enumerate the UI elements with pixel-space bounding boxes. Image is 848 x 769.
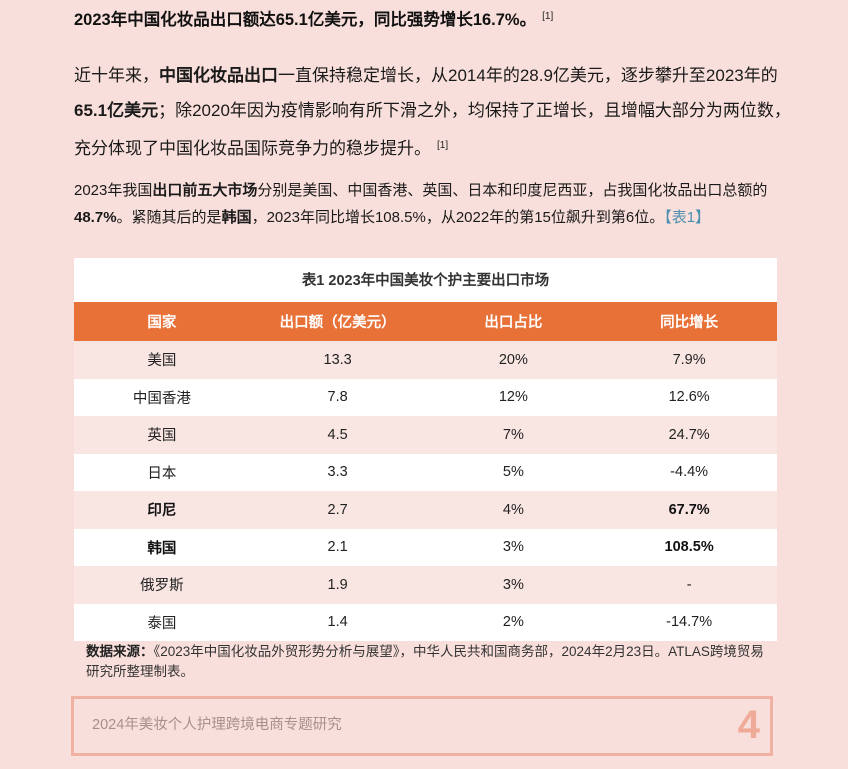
intro-text: 一直保持稳定增长，从2014年的28.9亿美元，逐步攀升至2023年的	[278, 66, 778, 85]
header-growth: 同比增长	[601, 302, 777, 341]
table-row: 泰国 1.4 2% -14.7%	[74, 603, 777, 641]
paragraph-emphasis: 48.7%	[74, 208, 117, 226]
cell-country: 印尼	[74, 491, 250, 529]
citation-ref[interactable]: [1]	[542, 11, 554, 22]
cell-amount: 7.8	[249, 378, 426, 416]
table-row: 中国香港 7.8 12% 12.6%	[74, 378, 777, 416]
cell-country: 韩国	[74, 528, 250, 566]
cell-country: 泰国	[74, 603, 250, 641]
table-row: 俄罗斯 1.9 3% -	[74, 566, 777, 604]
cell-amount: 4.5	[249, 416, 426, 454]
cell-growth: 24.7%	[601, 416, 777, 454]
cell-share: 20%	[425, 341, 602, 379]
table-reference-link[interactable]: 【表1】	[664, 208, 711, 226]
data-table: 国家 出口额（亿美元） 出口占比 同比增长 美国 13.3 20% 7.9% 中…	[74, 302, 777, 641]
export-markets-table: 表1 2023年中国美妆个护主要出口市场 国家 出口额（亿美元） 出口占比 同比…	[74, 258, 777, 641]
page-number: 4	[737, 703, 760, 747]
cell-amount: 3.3	[249, 453, 426, 491]
intro-emphasis: 中国化妆品出口	[159, 66, 278, 85]
data-source-note: 数据来源：《2023年中国化妆品外贸形势分析与展望》，中华人民共和国商务部，20…	[86, 642, 776, 682]
intro-emphasis: 65.1亿美元	[74, 101, 159, 120]
table-row: 英国 4.5 7% 24.7%	[74, 416, 777, 454]
source-label: 数据来源：	[86, 644, 154, 659]
source-text: 《2023年中国化妆品外贸形势分析与展望》，中华人民共和国商务部，2024年2月…	[86, 644, 764, 679]
cell-amount: 2.7	[249, 491, 426, 529]
cell-country: 中国香港	[74, 378, 250, 416]
cell-share: 12%	[425, 378, 602, 416]
intro-text: 近十年来，	[74, 66, 159, 85]
header-share: 出口占比	[425, 302, 602, 341]
cell-amount: 2.1	[249, 528, 426, 566]
table-row: 印尼 2.7 4% 67.7%	[74, 491, 777, 529]
cell-country: 俄罗斯	[74, 566, 250, 604]
cell-growth: 67.7%	[601, 491, 777, 529]
intro-paragraph: 近十年来，中国化妆品出口一直保持稳定增长，从2014年的28.9亿美元，逐步攀升…	[74, 58, 794, 166]
citation-ref[interactable]: [1]	[437, 140, 449, 151]
cell-amount: 1.4	[249, 603, 426, 641]
paragraph-text: 分别是美国、中国香港、英国、日本和印度尼西亚，占我国化妆品出口总额的	[257, 182, 768, 199]
cell-share: 4%	[425, 491, 602, 529]
cell-growth: 108.5%	[601, 528, 777, 566]
page-footer: 2024年美妆个人护理跨境电商专题研究 4	[71, 696, 773, 756]
paragraph-text: ，2023年同比增长108.5%，从2022年的第15位飙升到第6位。	[251, 208, 665, 226]
cell-share: 7%	[425, 416, 602, 454]
paragraph-text: 2023年我国	[74, 182, 153, 199]
header-amount: 出口额（亿美元）	[249, 302, 426, 341]
header-country: 国家	[74, 302, 250, 341]
cell-country: 日本	[74, 453, 250, 491]
cell-amount: 1.9	[249, 566, 426, 604]
table-header-row: 国家 出口额（亿美元） 出口占比 同比增长	[74, 302, 777, 341]
cell-growth: -4.4%	[601, 453, 777, 491]
cell-country: 美国	[74, 341, 250, 379]
cell-growth: -14.7%	[601, 603, 777, 641]
cell-growth: 12.6%	[601, 378, 777, 416]
cell-growth: 7.9%	[601, 341, 777, 379]
table-title: 表1 2023年中国美妆个护主要出口市场	[74, 258, 777, 302]
cell-country: 英国	[74, 416, 250, 454]
cell-share: 3%	[425, 528, 602, 566]
cell-share: 3%	[425, 566, 602, 604]
cell-share: 5%	[425, 453, 602, 491]
cell-share: 2%	[425, 603, 602, 641]
table-row: 美国 13.3 20% 7.9%	[74, 341, 777, 379]
market-paragraph: 2023年我国出口前五大市场分别是美国、中国香港、英国、日本和印度尼西亚，占我国…	[74, 178, 794, 231]
table-row: 日本 3.3 5% -4.4%	[74, 453, 777, 491]
cell-growth: -	[601, 566, 777, 604]
cell-amount: 13.3	[249, 341, 426, 379]
intro-text: ；除2020年因为疫情影响有所下滑之外，均保持了正增长，且增幅大部分为两位数，充…	[74, 101, 791, 158]
paragraph-emphasis: 出口前五大市场	[152, 182, 258, 199]
paragraph-emphasis: 韩国	[221, 208, 252, 226]
headline-text: 2023年中国化妆品出口额达65.1亿美元，同比强势增长16.7%。	[74, 11, 537, 29]
paragraph-text: 。紧随其后的是	[116, 208, 222, 226]
table-row: 韩国 2.1 3% 108.5%	[74, 528, 777, 566]
footer-title: 2024年美妆个人护理跨境电商专题研究	[92, 717, 342, 733]
headline: 2023年中国化妆品出口额达65.1亿美元，同比强势增长16.7%。 [1]	[74, 6, 553, 30]
